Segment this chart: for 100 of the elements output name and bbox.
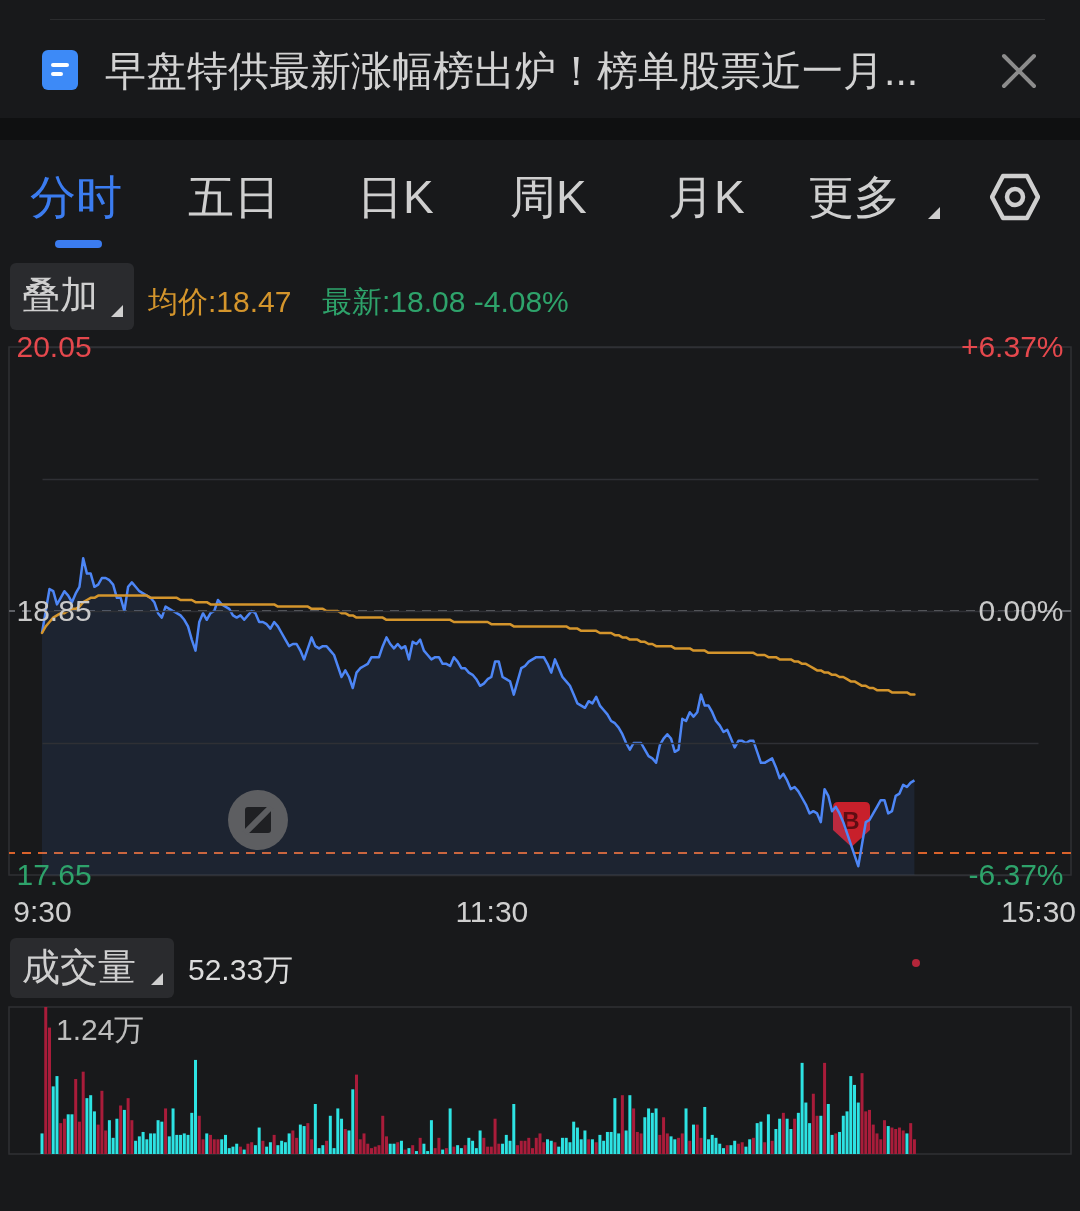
bar (62, 1118, 66, 1154)
bar (463, 1145, 467, 1154)
bar (456, 1145, 460, 1154)
bar (740, 1142, 744, 1154)
bar (422, 1143, 426, 1154)
x-tick-label: 11:30 (455, 894, 529, 928)
bar (66, 1114, 70, 1154)
bar (680, 1133, 684, 1154)
text: 成交量 (22, 945, 136, 991)
bar (553, 1142, 557, 1154)
bar (74, 1079, 78, 1154)
bar (493, 1118, 497, 1154)
text: 52.33万 (188, 952, 294, 988)
bar (381, 1115, 385, 1154)
bar (834, 1133, 838, 1154)
bar (437, 1137, 441, 1154)
bar (313, 1104, 317, 1154)
bar (306, 1123, 310, 1154)
bar (194, 1059, 198, 1154)
bar (909, 1123, 913, 1154)
bar (336, 1108, 340, 1154)
bar (471, 1140, 475, 1154)
bar (403, 1149, 407, 1154)
bar (141, 1131, 145, 1154)
bar (242, 1149, 246, 1154)
bar (766, 1114, 770, 1154)
bar (516, 1145, 520, 1154)
text: 分时 (30, 170, 122, 226)
bar (343, 1129, 347, 1154)
text: 日K (357, 170, 434, 226)
bar (695, 1124, 699, 1154)
bar (781, 1112, 785, 1154)
bar (115, 1118, 119, 1154)
bar (632, 1108, 636, 1154)
bar (901, 1130, 905, 1154)
bar (886, 1126, 890, 1154)
bar (897, 1127, 901, 1154)
bar (429, 1120, 433, 1154)
bar (467, 1137, 471, 1154)
bar (407, 1148, 411, 1154)
bar (276, 1145, 280, 1154)
annotation: 1.24万 (56, 1012, 145, 1048)
bar (448, 1108, 452, 1154)
bar (654, 1108, 658, 1154)
bar (512, 1104, 516, 1154)
bar (182, 1133, 186, 1154)
bar (134, 1140, 138, 1154)
text: 均价:18.47 (148, 284, 292, 320)
bar (639, 1133, 643, 1154)
text: 早盘特供最新涨幅榜出炉！榜单股票近一月... (105, 47, 919, 97)
bar (268, 1142, 272, 1154)
bar (459, 1148, 463, 1154)
bar (669, 1136, 673, 1154)
bar (729, 1145, 733, 1154)
bar (785, 1118, 789, 1154)
y2-tick-label: 0.00% (978, 593, 1064, 627)
bar (85, 1098, 89, 1154)
bar (205, 1133, 209, 1154)
bar (882, 1120, 886, 1154)
bar (231, 1146, 235, 1154)
bar (826, 1104, 830, 1154)
bar (860, 1073, 864, 1154)
bar (534, 1137, 538, 1154)
bar (823, 1062, 827, 1154)
y2-tick-label: -6.37% (968, 857, 1064, 891)
bar (849, 1076, 853, 1154)
bar (137, 1136, 141, 1154)
bar (156, 1120, 160, 1154)
bar (370, 1148, 373, 1154)
bar (280, 1140, 284, 1154)
bar (523, 1140, 527, 1154)
x-tick-label: 9:30 (13, 894, 72, 928)
bar (647, 1108, 651, 1154)
bar (209, 1134, 212, 1154)
bar (265, 1146, 269, 1154)
bar (149, 1133, 153, 1154)
text: 最新:18.08 -4.08% (322, 284, 569, 320)
bar (628, 1095, 632, 1154)
bar (122, 1109, 126, 1154)
bar (325, 1140, 329, 1154)
bar (40, 1133, 44, 1154)
bar (355, 1074, 359, 1154)
bar (257, 1127, 261, 1154)
text: 周K (510, 170, 587, 226)
bar (452, 1146, 456, 1154)
bar (688, 1140, 692, 1154)
bar (418, 1137, 422, 1154)
bar (414, 1151, 418, 1154)
bar (220, 1139, 224, 1154)
bar (560, 1137, 564, 1154)
bar (770, 1140, 774, 1154)
bar (362, 1133, 366, 1154)
bar (160, 1121, 164, 1154)
bar (328, 1115, 332, 1154)
bar (59, 1123, 63, 1154)
x-tick-label: 15:30 (1000, 894, 1077, 928)
text: 五日 (188, 170, 280, 226)
text: 更多 (808, 170, 900, 226)
bar (613, 1098, 617, 1154)
bar (261, 1140, 265, 1154)
